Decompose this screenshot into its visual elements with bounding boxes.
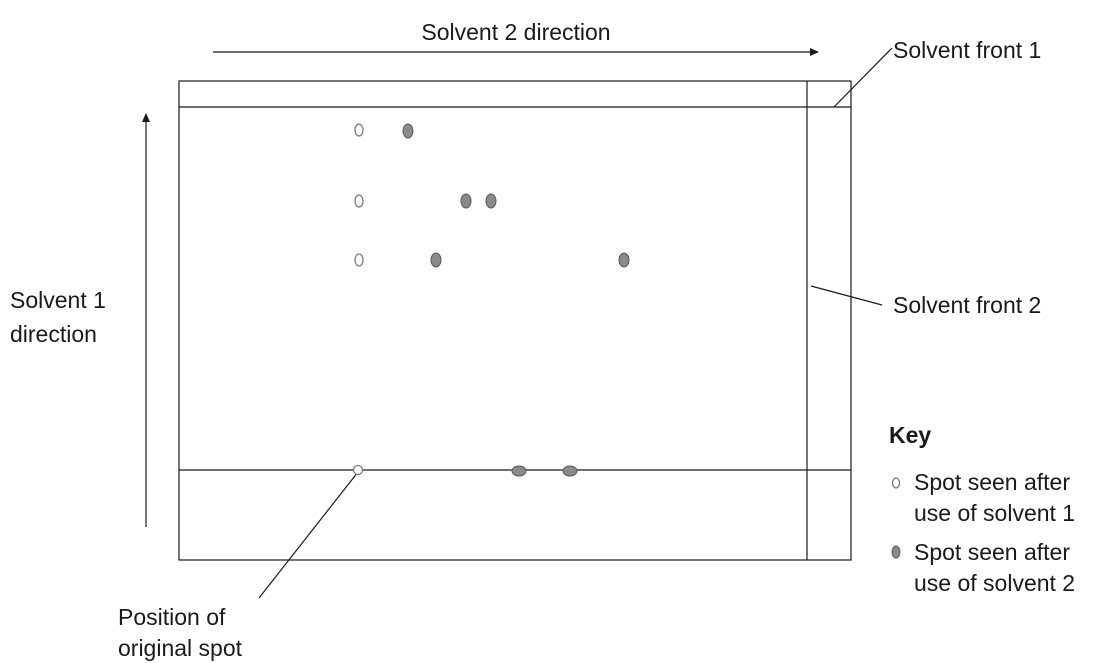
solvent2-spot (511, 465, 527, 477)
solvent-front-2-leader (810, 285, 883, 306)
key-title: Key (889, 422, 931, 448)
solvent2-spot (562, 465, 578, 477)
original-spot-leader (258, 471, 359, 599)
solvent1-direction-label-line2: direction (10, 321, 97, 347)
solvent2-spot (618, 252, 630, 268)
key-solvent2-label-line1: Spot seen after (914, 539, 1070, 565)
key-solvent1-label-line2: use of solvent 1 (914, 500, 1075, 526)
original-spot (352, 464, 364, 476)
solvent2-spot (430, 252, 442, 268)
solvent1-spot (354, 253, 364, 267)
solvent1-spot (354, 194, 364, 208)
key: Key Spot seen after use of solvent 1 Spo… (889, 422, 1075, 596)
solvent1-spot (354, 123, 364, 137)
solvent2-spot (485, 193, 497, 209)
solvent-front-2-label: Solvent front 2 (893, 292, 1041, 318)
solvent-front-1-label: Solvent front 1 (893, 37, 1041, 63)
solvent2-spot (460, 193, 472, 209)
key-solvent1-swatch (891, 477, 901, 489)
solvent2-spot (402, 123, 414, 139)
original-spot-label-line1: Position of (118, 604, 226, 630)
key-solvent2-swatch (891, 545, 901, 559)
key-solvent2-label-line2: use of solvent 2 (914, 570, 1075, 596)
solvent1-direction-label-line1: Solvent 1 (10, 287, 106, 313)
original-spot-label-line2: original spot (118, 635, 243, 661)
solvent2-direction-label: Solvent 2 direction (421, 19, 610, 45)
solvent-front-1-leader (833, 47, 893, 108)
chromatography-plate (178, 80, 852, 561)
key-solvent1-label-line1: Spot seen after (914, 469, 1070, 495)
